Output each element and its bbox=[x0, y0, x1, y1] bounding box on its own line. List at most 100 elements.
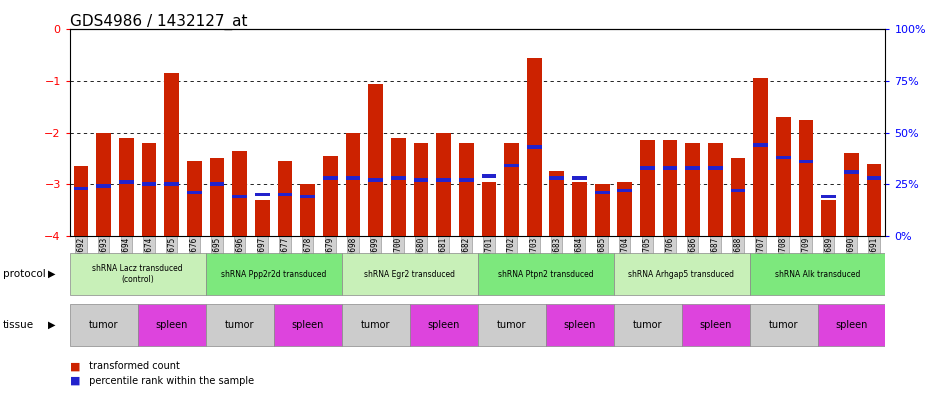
Bar bbox=[550, 171, 565, 236]
Bar bbox=[867, 163, 882, 236]
Bar bbox=[482, 182, 497, 236]
Bar bbox=[731, 189, 746, 192]
Text: shRNA Egr2 transduced: shRNA Egr2 transduced bbox=[364, 270, 455, 279]
Bar bbox=[323, 176, 338, 180]
Bar bbox=[504, 143, 519, 236]
Bar bbox=[414, 143, 429, 236]
Bar bbox=[526, 145, 541, 149]
Bar bbox=[595, 191, 609, 194]
Bar bbox=[97, 132, 111, 236]
FancyBboxPatch shape bbox=[682, 305, 750, 346]
Bar bbox=[97, 184, 111, 188]
Bar bbox=[572, 182, 587, 236]
Text: ■: ■ bbox=[70, 362, 80, 371]
Text: spleen: spleen bbox=[155, 320, 188, 330]
Bar bbox=[663, 166, 677, 169]
Bar bbox=[458, 178, 473, 182]
Bar bbox=[708, 166, 723, 169]
Text: GDS4986 / 1432127_at: GDS4986 / 1432127_at bbox=[70, 14, 247, 30]
Bar bbox=[799, 160, 814, 163]
Bar bbox=[278, 161, 292, 236]
Text: ■: ■ bbox=[70, 376, 80, 386]
FancyBboxPatch shape bbox=[817, 305, 885, 346]
Bar bbox=[73, 166, 88, 236]
Bar bbox=[187, 191, 202, 194]
FancyBboxPatch shape bbox=[342, 253, 478, 295]
Text: tumor: tumor bbox=[225, 320, 255, 330]
Bar bbox=[844, 170, 858, 174]
Text: tumor: tumor bbox=[361, 320, 391, 330]
Bar bbox=[458, 143, 473, 236]
Text: spleen: spleen bbox=[291, 320, 324, 330]
Bar bbox=[685, 166, 700, 169]
Text: protocol: protocol bbox=[3, 269, 46, 279]
Bar bbox=[618, 182, 632, 236]
Bar bbox=[482, 174, 497, 178]
Text: spleen: spleen bbox=[699, 320, 732, 330]
Bar bbox=[414, 178, 429, 182]
FancyBboxPatch shape bbox=[274, 305, 342, 346]
Bar bbox=[165, 73, 179, 236]
Bar bbox=[867, 176, 882, 180]
Bar bbox=[640, 140, 655, 236]
Text: ▶: ▶ bbox=[48, 320, 56, 330]
Text: tumor: tumor bbox=[632, 320, 662, 330]
Text: tissue: tissue bbox=[3, 320, 33, 330]
Bar bbox=[799, 120, 814, 236]
Bar bbox=[300, 184, 315, 236]
Text: shRNA Arhgap5 transduced: shRNA Arhgap5 transduced bbox=[629, 270, 735, 279]
Bar bbox=[753, 79, 768, 236]
Text: ▶: ▶ bbox=[48, 269, 56, 279]
Bar bbox=[391, 138, 405, 236]
FancyBboxPatch shape bbox=[750, 305, 817, 346]
Bar bbox=[618, 189, 632, 192]
FancyBboxPatch shape bbox=[70, 253, 206, 295]
Text: spleen: spleen bbox=[835, 320, 868, 330]
Bar bbox=[753, 143, 768, 147]
Bar bbox=[663, 140, 677, 236]
Bar bbox=[323, 156, 338, 236]
FancyBboxPatch shape bbox=[139, 305, 206, 346]
Bar bbox=[436, 178, 451, 182]
Bar bbox=[232, 151, 247, 236]
Text: shRNA Ppp2r2d transduced: shRNA Ppp2r2d transduced bbox=[221, 270, 326, 279]
Bar bbox=[165, 182, 179, 186]
Bar bbox=[391, 176, 405, 180]
Text: tumor: tumor bbox=[497, 320, 526, 330]
Bar bbox=[119, 180, 134, 184]
Bar bbox=[300, 195, 315, 198]
FancyBboxPatch shape bbox=[614, 253, 750, 295]
Bar bbox=[119, 138, 134, 236]
Text: tumor: tumor bbox=[89, 320, 118, 330]
Bar bbox=[368, 84, 383, 236]
Bar bbox=[595, 184, 609, 236]
Text: tumor: tumor bbox=[769, 320, 798, 330]
Bar bbox=[141, 182, 156, 186]
Text: shRNA Alk transduced: shRNA Alk transduced bbox=[775, 270, 860, 279]
Bar bbox=[776, 117, 790, 236]
FancyBboxPatch shape bbox=[478, 305, 546, 346]
Bar bbox=[209, 158, 224, 236]
Bar bbox=[232, 195, 247, 198]
Bar bbox=[708, 143, 723, 236]
Bar bbox=[278, 193, 292, 196]
Bar bbox=[73, 187, 88, 190]
Bar bbox=[685, 143, 700, 236]
Bar bbox=[731, 158, 746, 236]
Bar bbox=[572, 176, 587, 180]
Bar bbox=[368, 178, 383, 182]
FancyBboxPatch shape bbox=[410, 305, 478, 346]
Bar bbox=[821, 195, 836, 198]
Bar bbox=[776, 156, 790, 159]
Bar bbox=[640, 166, 655, 169]
FancyBboxPatch shape bbox=[206, 253, 342, 295]
Text: percentile rank within the sample: percentile rank within the sample bbox=[86, 376, 254, 386]
Bar bbox=[187, 161, 202, 236]
Bar bbox=[821, 200, 836, 236]
FancyBboxPatch shape bbox=[70, 305, 139, 346]
Bar bbox=[844, 153, 858, 236]
Text: transformed count: transformed count bbox=[86, 362, 179, 371]
Text: shRNA Ptpn2 transduced: shRNA Ptpn2 transduced bbox=[498, 270, 593, 279]
Bar bbox=[141, 143, 156, 236]
Bar bbox=[526, 58, 541, 236]
